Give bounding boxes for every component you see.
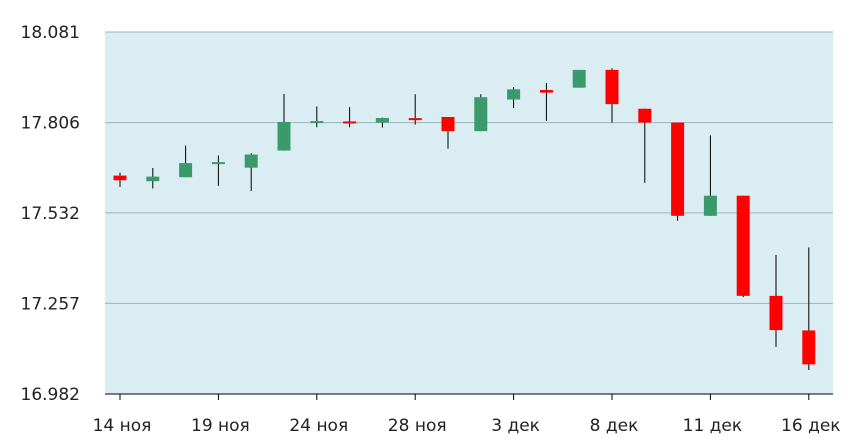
candle-body xyxy=(605,69,619,105)
candle-body xyxy=(277,121,291,151)
x-tick-label: 24 ноя xyxy=(289,416,348,436)
candle-body xyxy=(802,330,816,365)
candle-body xyxy=(572,69,586,88)
candle-body xyxy=(539,89,553,93)
candle-down xyxy=(736,195,750,298)
candle-body xyxy=(211,162,225,165)
candle-body xyxy=(703,195,717,216)
candle-down xyxy=(408,94,422,125)
candle-down xyxy=(343,107,357,128)
y-tick-label: 18.081 xyxy=(21,23,80,43)
candle-body xyxy=(244,154,258,168)
candle-body xyxy=(146,176,160,182)
candle-up xyxy=(507,87,521,109)
candle-up xyxy=(703,135,717,216)
x-tick-label: 28 ноя xyxy=(388,416,447,436)
candle-body xyxy=(408,118,422,121)
candle-body xyxy=(638,108,652,123)
candle-body xyxy=(179,163,193,178)
candle-down xyxy=(802,247,816,370)
candle-down xyxy=(769,254,783,347)
y-tick-label: 16.982 xyxy=(21,385,80,405)
y-tick-label: 17.532 xyxy=(21,204,80,224)
candle-down xyxy=(638,108,652,183)
candle-down xyxy=(539,83,553,121)
candle-up xyxy=(310,106,324,128)
candles-group xyxy=(113,68,816,370)
candle-down xyxy=(605,68,619,123)
candle-body xyxy=(343,121,357,124)
candle-body xyxy=(736,195,750,296)
x-tick-label: 3 дек xyxy=(491,416,540,436)
candle-body xyxy=(769,295,783,331)
candle-down xyxy=(113,172,127,187)
candle-body xyxy=(113,175,127,181)
candle-body xyxy=(310,121,324,124)
candle-body xyxy=(507,89,521,100)
x-axis-labels: 14 ноя 19 ноя 24 ноя 28 ноя 3 дек 8 дек 11 дек… xyxy=(93,416,841,436)
x-tick-label: 16 дек xyxy=(781,416,841,436)
candle-up xyxy=(474,94,488,132)
y-axis-labels: 18.081 17.806 17.532 17.257 16.982 xyxy=(21,23,80,405)
candle-body xyxy=(671,122,685,216)
y-tick-label: 17.257 xyxy=(21,294,80,314)
candle-down xyxy=(441,116,455,149)
candle-body xyxy=(375,117,389,123)
candle-up xyxy=(375,117,389,128)
candle-up xyxy=(211,155,225,186)
candle-up xyxy=(179,145,193,178)
candle-body xyxy=(474,97,488,132)
candle-up xyxy=(277,93,291,151)
candle-down xyxy=(671,122,685,221)
axis-ticks xyxy=(119,394,810,400)
x-tick-label: 8 дек xyxy=(590,416,639,436)
candle-up xyxy=(572,69,586,88)
x-tick-label: 19 ноя xyxy=(191,416,250,436)
candle-body xyxy=(441,116,455,132)
y-tick-label: 17.806 xyxy=(21,114,80,134)
candle-up xyxy=(146,168,160,189)
x-tick-label: 11 дек xyxy=(683,416,743,436)
x-tick-label: 14 ноя xyxy=(93,416,152,436)
candle-up xyxy=(244,153,258,192)
